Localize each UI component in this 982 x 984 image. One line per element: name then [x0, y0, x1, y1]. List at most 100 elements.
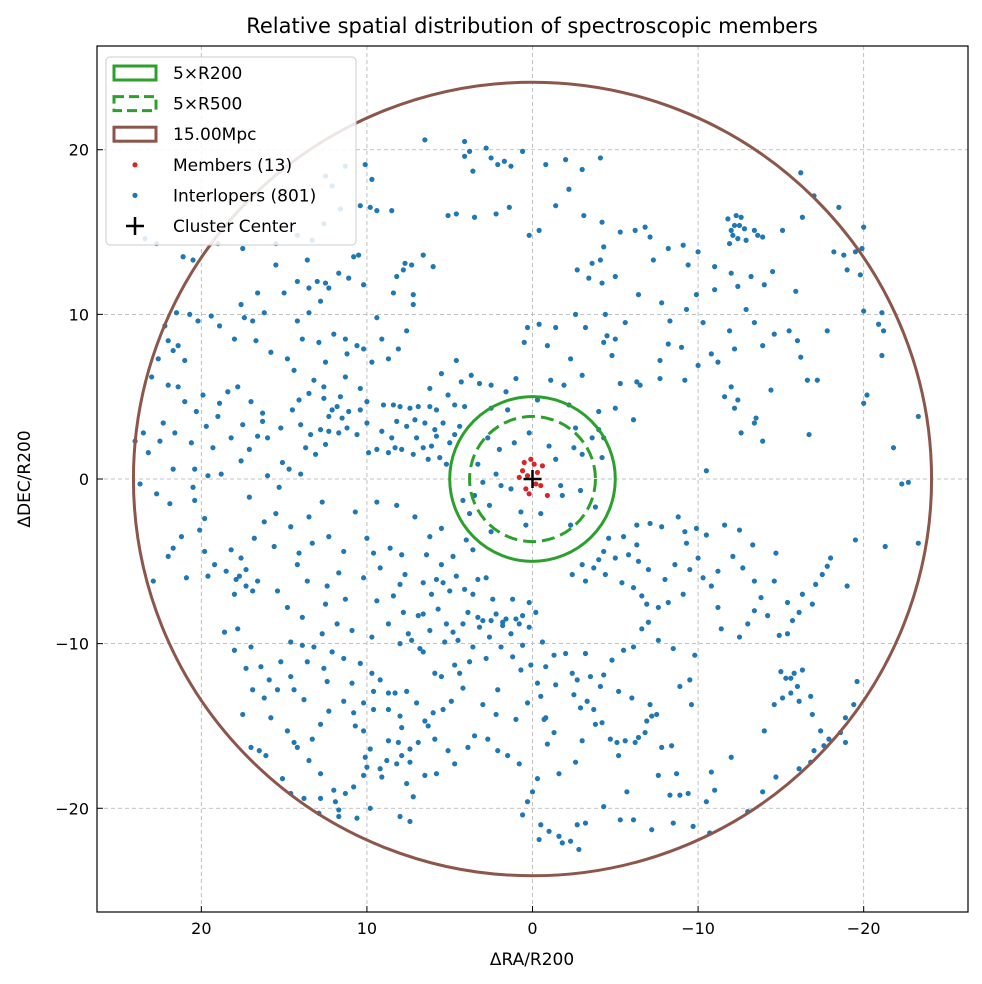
- interloper-point: [771, 331, 777, 337]
- interloper-point: [879, 310, 885, 316]
- interloper-point: [470, 591, 476, 597]
- interloper-point: [360, 728, 367, 734]
- interloper-point: [357, 385, 363, 392]
- interloper-point: [457, 423, 463, 429]
- member-point: [534, 469, 541, 476]
- interloper-point: [591, 706, 597, 713]
- interloper-point: [546, 828, 552, 834]
- interloper-point: [682, 529, 688, 535]
- interloper-point: [407, 405, 413, 411]
- interloper-point: [438, 371, 445, 377]
- interloper-point: [662, 576, 668, 583]
- interloper-point: [579, 166, 585, 173]
- interloper-point: [336, 570, 342, 576]
- interloper-point: [405, 631, 411, 637]
- interloper-point: [655, 772, 661, 778]
- interloper-point: [420, 649, 426, 655]
- interloper-point: [466, 659, 473, 665]
- interloper-point: [462, 403, 468, 410]
- interloper-point: [374, 499, 380, 505]
- interloper-point: [715, 359, 721, 365]
- interloper-point: [453, 573, 459, 579]
- interloper-point: [826, 736, 832, 742]
- interloper-point: [410, 794, 416, 800]
- interloper-point: [440, 580, 446, 586]
- interloper-point: [225, 389, 231, 395]
- interloper-point: [248, 644, 254, 650]
- interloper-point: [453, 357, 459, 364]
- interloper-point: [221, 629, 228, 635]
- interloper-point: [635, 558, 642, 564]
- interloper-point: [155, 356, 161, 362]
- y-tick-label: 0: [79, 470, 89, 489]
- interloper-point: [298, 422, 304, 428]
- interloper-point: [500, 619, 506, 625]
- interloper-point: [597, 257, 603, 263]
- interloper-point: [452, 761, 458, 767]
- interloper-point: [544, 741, 551, 747]
- member-point: [538, 482, 544, 489]
- interloper-point: [360, 282, 367, 288]
- interloper-point: [410, 451, 416, 457]
- interloper-point: [712, 287, 718, 293]
- interloper-point: [567, 838, 574, 844]
- interloper-point: [351, 254, 357, 260]
- interloper-point: [620, 647, 627, 653]
- interloper-point: [314, 278, 320, 285]
- interloper-point: [808, 693, 814, 699]
- interloper-point: [483, 145, 489, 151]
- interloper-point: [369, 176, 375, 182]
- interloper-point: [266, 677, 272, 683]
- interloper-point: [415, 403, 421, 410]
- interloper-point: [427, 385, 433, 392]
- interloper-point: [296, 550, 302, 556]
- interloper-point: [317, 298, 324, 304]
- interloper-point: [190, 484, 196, 490]
- interloper-point: [579, 562, 585, 568]
- interloper-point: [642, 224, 648, 230]
- interloper-point: [619, 580, 625, 586]
- interloper-point: [654, 711, 660, 718]
- interloper-point: [665, 341, 671, 347]
- interloper-point: [657, 357, 663, 364]
- interloper-point: [508, 631, 514, 637]
- interlopers-series: [132, 137, 921, 853]
- interloper-point: [197, 527, 203, 533]
- interloper-point: [360, 346, 367, 352]
- interloper-point: [798, 354, 804, 360]
- interloper-point: [751, 227, 757, 233]
- interloper-point: [493, 611, 499, 617]
- interloper-point: [140, 430, 146, 436]
- interloper-point: [519, 613, 526, 619]
- interloper-point: [612, 273, 618, 280]
- y-axis-label: ΔDEC/R200: [15, 430, 35, 527]
- interloper-point: [864, 392, 870, 398]
- interloper-point: [399, 752, 405, 759]
- member-point: [544, 492, 551, 499]
- interloper-point: [634, 522, 640, 528]
- interloper-point: [203, 423, 209, 429]
- interloper-point: [649, 827, 655, 833]
- interloper-point: [346, 408, 352, 415]
- interloper-point: [432, 670, 438, 676]
- interloper-point: [452, 402, 458, 408]
- interloper-point: [329, 649, 335, 655]
- interloper-point: [422, 772, 428, 778]
- interloper-point: [601, 672, 607, 678]
- interloper-point: [377, 565, 383, 571]
- interloper-point: [528, 662, 534, 668]
- interloper-point: [561, 382, 567, 388]
- interloper-point: [731, 405, 738, 411]
- interloper-point: [268, 715, 274, 721]
- interloper-point: [536, 836, 542, 843]
- interloper-point: [634, 542, 640, 548]
- interloper-point: [379, 336, 385, 342]
- interloper-point: [427, 627, 433, 634]
- interloper-point: [579, 372, 585, 378]
- interloper-point: [861, 308, 867, 314]
- interloper-point: [784, 599, 791, 606]
- interloper-point: [778, 669, 784, 675]
- interloper-point: [385, 706, 392, 713]
- interloper-point: [248, 399, 254, 405]
- interloper-point: [284, 356, 291, 362]
